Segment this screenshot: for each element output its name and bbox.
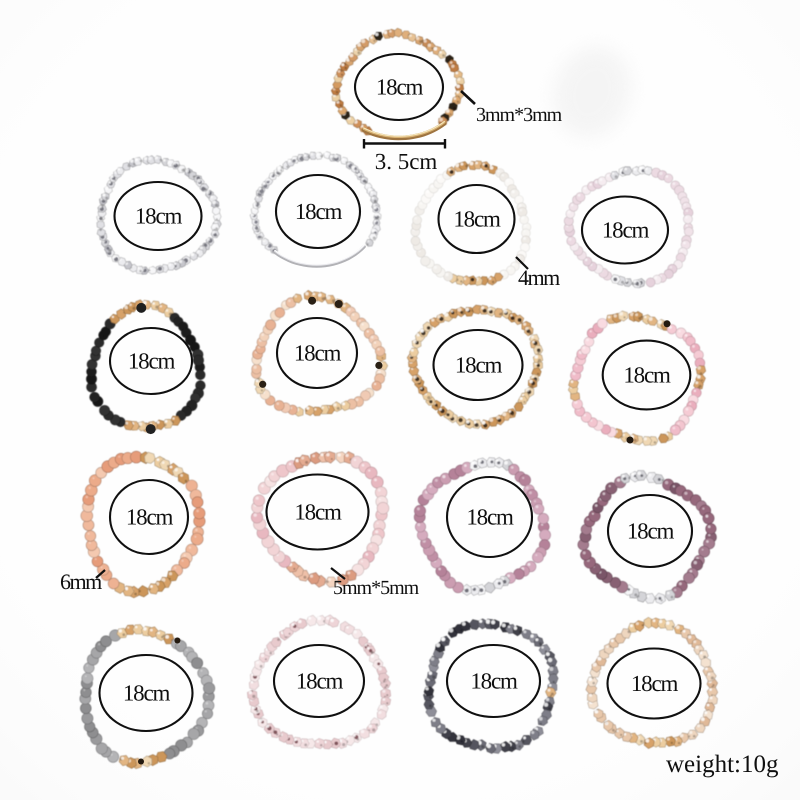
svg-text:6mm: 6mm — [60, 569, 102, 594]
svg-text:18cm: 18cm — [128, 349, 176, 374]
svg-text:18cm: 18cm — [295, 199, 343, 224]
svg-text:18cm: 18cm — [623, 363, 671, 388]
svg-text:18cm: 18cm — [135, 204, 183, 229]
svg-text:weight:10g: weight:10g — [666, 751, 779, 778]
svg-text:18cm: 18cm — [294, 500, 342, 525]
svg-text:18cm: 18cm — [294, 341, 342, 366]
svg-text:18cm: 18cm — [296, 669, 344, 694]
svg-text:3mm*3mm: 3mm*3mm — [476, 104, 563, 126]
svg-text:3. 5cm: 3. 5cm — [375, 149, 438, 174]
svg-text:18cm: 18cm — [126, 505, 174, 530]
svg-text:18cm: 18cm — [455, 353, 503, 378]
svg-text:18cm: 18cm — [627, 519, 675, 544]
svg-text:18cm: 18cm — [453, 207, 501, 232]
svg-text:18cm: 18cm — [602, 218, 650, 243]
svg-text:4mm: 4mm — [518, 265, 560, 290]
svg-text:18cm: 18cm — [123, 681, 171, 706]
svg-text:18cm: 18cm — [470, 669, 518, 694]
svg-text:18cm: 18cm — [466, 505, 514, 530]
svg-text:5mm*5mm: 5mm*5mm — [333, 577, 420, 599]
svg-text:18cm: 18cm — [631, 671, 679, 696]
svg-text:18cm: 18cm — [376, 75, 424, 100]
